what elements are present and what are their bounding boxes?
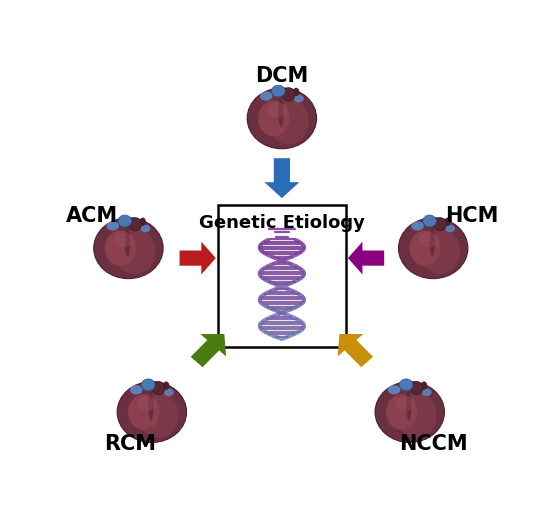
Ellipse shape [397,392,437,438]
Ellipse shape [406,391,411,420]
Ellipse shape [140,217,146,226]
Ellipse shape [139,392,179,438]
Polygon shape [348,242,384,275]
Ellipse shape [114,233,134,247]
Ellipse shape [399,218,468,279]
Ellipse shape [115,228,155,274]
Polygon shape [141,425,163,442]
Ellipse shape [107,221,119,230]
Polygon shape [179,242,216,275]
Ellipse shape [258,101,289,136]
Text: RCM: RCM [104,434,157,454]
Ellipse shape [419,233,439,247]
Ellipse shape [125,227,130,256]
Ellipse shape [430,227,435,256]
Polygon shape [265,158,299,198]
Ellipse shape [293,88,299,96]
Ellipse shape [104,230,136,266]
Ellipse shape [433,217,446,231]
Ellipse shape [128,394,160,430]
Ellipse shape [117,381,186,443]
Ellipse shape [118,215,131,227]
Ellipse shape [294,95,304,102]
Ellipse shape [140,225,150,233]
Ellipse shape [130,385,142,394]
Polygon shape [399,425,421,442]
Text: HCM: HCM [445,206,498,226]
Ellipse shape [260,91,272,101]
Ellipse shape [409,230,441,266]
Ellipse shape [386,394,417,430]
Ellipse shape [268,98,309,144]
Ellipse shape [278,98,284,127]
Polygon shape [422,261,444,278]
Ellipse shape [163,381,169,390]
Ellipse shape [422,389,432,396]
Ellipse shape [282,88,295,101]
Ellipse shape [267,103,288,117]
Ellipse shape [94,218,163,279]
Ellipse shape [152,381,165,395]
Ellipse shape [272,85,285,97]
Ellipse shape [138,397,157,411]
Ellipse shape [129,217,141,231]
Ellipse shape [141,379,155,391]
Text: ACM: ACM [66,206,118,226]
Ellipse shape [148,391,153,420]
Polygon shape [117,261,140,278]
Ellipse shape [388,385,400,394]
Text: Genetic Etiology: Genetic Etiology [199,214,365,232]
Ellipse shape [410,381,423,395]
Ellipse shape [420,228,460,274]
Text: DCM: DCM [255,66,309,86]
Ellipse shape [247,88,317,149]
Ellipse shape [399,379,413,391]
Polygon shape [271,131,293,148]
Text: NCCM: NCCM [399,434,468,454]
Polygon shape [191,334,226,367]
FancyBboxPatch shape [218,205,346,347]
Ellipse shape [423,215,436,227]
Ellipse shape [446,225,455,233]
Ellipse shape [164,389,174,396]
Ellipse shape [421,381,427,390]
Ellipse shape [395,397,415,411]
Ellipse shape [411,221,424,230]
Polygon shape [338,334,373,367]
Ellipse shape [444,217,450,226]
Ellipse shape [375,381,444,443]
